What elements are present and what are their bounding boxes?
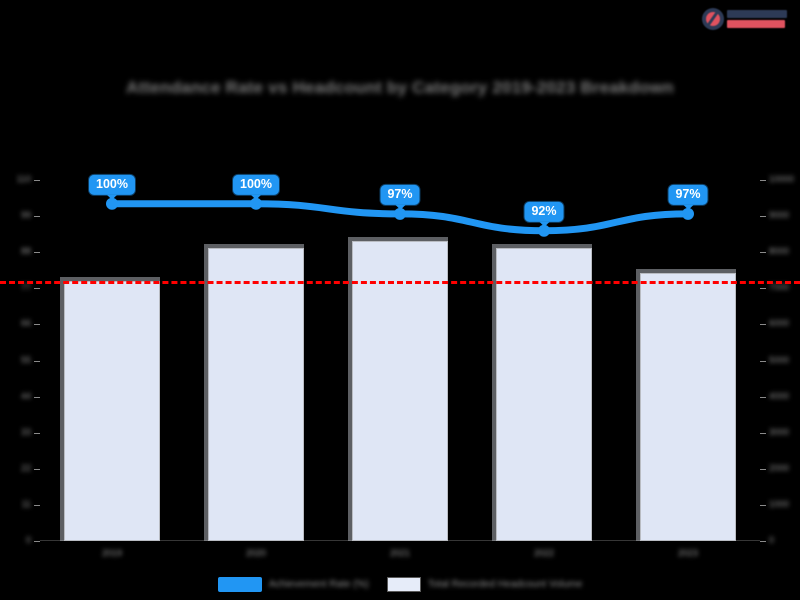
logo-wordmark [727, 10, 787, 28]
axis-tick [34, 468, 40, 470]
axis-tick [34, 504, 40, 506]
axis-tick [760, 432, 766, 434]
y-axis-right-label: 9000 [769, 210, 790, 221]
legend-label-bar: Total Recorded Headcount Volume [427, 579, 583, 590]
legend-swatch-bar [386, 577, 421, 592]
legend-label-line: Achievement Rate (%) [268, 579, 369, 590]
y-axis-left-label: 0 [25, 535, 31, 545]
x-axis-label-2020: 2020 [245, 548, 267, 558]
axis-tick [760, 541, 766, 542]
axis-tick [760, 360, 766, 362]
x-axis-label-2023: 2023 [677, 548, 699, 558]
data-label-2022: 92% [524, 201, 564, 222]
y-axis-left-label: 33 [20, 426, 31, 437]
data-label-2020: 100% [233, 174, 279, 195]
axis-tick [34, 432, 40, 434]
bar-2020[interactable] [208, 247, 304, 541]
bar-2022[interactable] [496, 247, 592, 541]
axis-tick [760, 324, 766, 326]
y-axis-right-label: 5000 [769, 354, 790, 365]
y-axis-right-label: 6000 [769, 318, 790, 329]
y-axis-right-label: 7000 [769, 282, 790, 293]
target-threshold-line [0, 281, 800, 285]
y-axis-left-label: 99 [20, 210, 31, 221]
y-axis-left-label: 110 [16, 174, 31, 184]
axis-tick [760, 180, 766, 181]
axis-tick [760, 396, 766, 398]
y-axis-right-label: 1000 [769, 498, 790, 509]
logo-mark-icon [702, 8, 724, 30]
data-label-2019: 100% [89, 174, 135, 195]
legend-item-line[interactable]: Achievement Rate (%) [217, 577, 369, 592]
chart-legend: Achievement Rate (%) Total Recorded Head… [0, 577, 800, 592]
chart-title: Attendance Rate vs Headcount by Category… [126, 78, 674, 97]
y-axis-left-label: 77 [20, 282, 31, 293]
legend-swatch-line [217, 577, 262, 592]
axis-tick [34, 324, 40, 326]
axis-tick [760, 504, 766, 506]
line-series [106, 197, 694, 237]
bar-2021[interactable] [352, 240, 448, 541]
axis-tick [34, 360, 40, 362]
y-axis-right-label: 0 [769, 535, 775, 545]
y-axis-right-label: 8000 [769, 246, 790, 257]
x-axis-label-2022: 2022 [533, 548, 555, 558]
axis-tick [34, 396, 40, 398]
legend-item-bar[interactable]: Total Recorded Headcount Volume [386, 577, 583, 592]
bar-2019[interactable] [64, 281, 160, 541]
axis-tick [760, 288, 766, 290]
axis-tick [34, 180, 40, 181]
axis-tick [760, 252, 766, 254]
axis-tick [34, 288, 40, 290]
y-axis-left-label: 88 [20, 246, 31, 257]
y-axis-right-label: 10000 [769, 174, 795, 184]
logo-line-1 [727, 10, 787, 18]
report-explorer-logo: REPORT EXPLORER [702, 6, 794, 32]
x-axis-label-2019: 2019 [101, 548, 123, 558]
y-axis-left-label: 55 [20, 354, 31, 365]
y-axis-left-label: 66 [20, 318, 31, 329]
data-label-2021: 97% [380, 184, 420, 205]
axis-tick [760, 216, 766, 218]
y-axis-right-label: 4000 [769, 390, 790, 401]
y-axis-right-label: 3000 [769, 426, 790, 437]
y-axis-right-label: 2000 [769, 462, 790, 473]
y-axis-left-label: 22 [20, 462, 31, 473]
y-axis-left-label: 11 [21, 498, 31, 509]
x-axis-label-2021: 2021 [389, 548, 411, 558]
axis-tick [34, 252, 40, 254]
logo-line-2 [727, 20, 785, 28]
plot-area: 110 10000 99 9000 88 8000 77 7000 66 6000 55 5000 44… [0, 170, 800, 558]
data-label-2023: 97% [668, 184, 708, 205]
axis-tick [34, 541, 40, 542]
axis-tick [34, 216, 40, 218]
bar-2023[interactable] [640, 272, 736, 541]
y-axis-left-label: 44 [20, 390, 31, 401]
axis-tick [760, 468, 766, 470]
